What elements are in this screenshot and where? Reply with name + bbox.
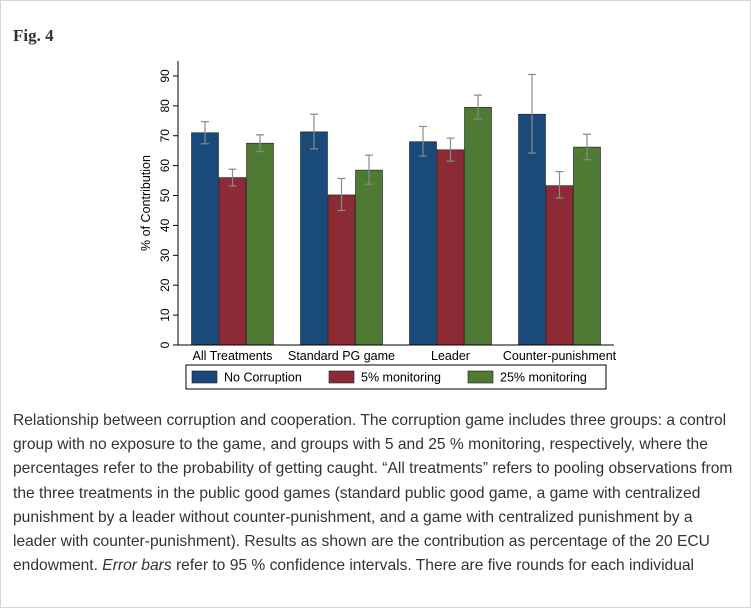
- y-tick-label: 30: [158, 248, 172, 262]
- bar: [545, 185, 574, 346]
- figure-caption: Relationship between corruption and coop…: [13, 409, 738, 578]
- legend-entry: 25% monitoring: [500, 371, 587, 385]
- legend-entry: No Corruption: [224, 371, 302, 385]
- x-category-label: Standard PG game: [288, 349, 395, 363]
- bar: [573, 146, 601, 346]
- bar: [191, 132, 219, 346]
- x-category-label: All Treatments: [193, 349, 273, 363]
- figure-label: Fig. 4: [13, 26, 54, 45]
- y-tick-label: 60: [158, 159, 172, 173]
- caption-text-2: refer to 95 % confidence intervals. Ther…: [171, 557, 695, 575]
- chart-area: 0 10 20 30 40 50 60 70 80 90 All Treatments Standa…: [134, 55, 618, 397]
- y-tick-label: 20: [158, 278, 172, 292]
- caption-emphasis: Error bars: [102, 557, 172, 575]
- legend-swatch: [328, 370, 355, 384]
- y-tick-label: 50: [158, 189, 172, 203]
- y-tick-label: 0: [158, 341, 172, 348]
- bar: [218, 177, 247, 346]
- y-tick-label: 90: [158, 69, 172, 83]
- bar: [436, 149, 465, 346]
- bar: [327, 194, 356, 346]
- bar: [464, 107, 492, 346]
- y-axis-label: % of Contribution: [139, 155, 153, 251]
- legend-swatch: [191, 370, 218, 384]
- x-category-label: Counter-punishment: [503, 349, 617, 363]
- y-tick-label: 80: [158, 99, 172, 113]
- legend-entry: 5% monitoring: [361, 371, 441, 385]
- x-category-label: Leader: [431, 349, 470, 363]
- y-tick-label: 10: [158, 308, 172, 322]
- legend-box: [185, 364, 607, 390]
- legend: No Corruption 5% monitoring 25% monitoring: [185, 364, 607, 390]
- y-tick-label: 70: [158, 129, 172, 143]
- bar-chart: 0 10 20 30 40 50 60 70 80 90 All Treatments Standa…: [134, 55, 618, 397]
- bar: [409, 141, 437, 346]
- bar: [246, 142, 274, 346]
- legend-swatch: [467, 370, 494, 384]
- y-tick-label: 40: [158, 218, 172, 232]
- bar: [355, 169, 383, 346]
- bar: [300, 131, 328, 346]
- caption-text-1: Relationship between corruption and coop…: [13, 412, 733, 575]
